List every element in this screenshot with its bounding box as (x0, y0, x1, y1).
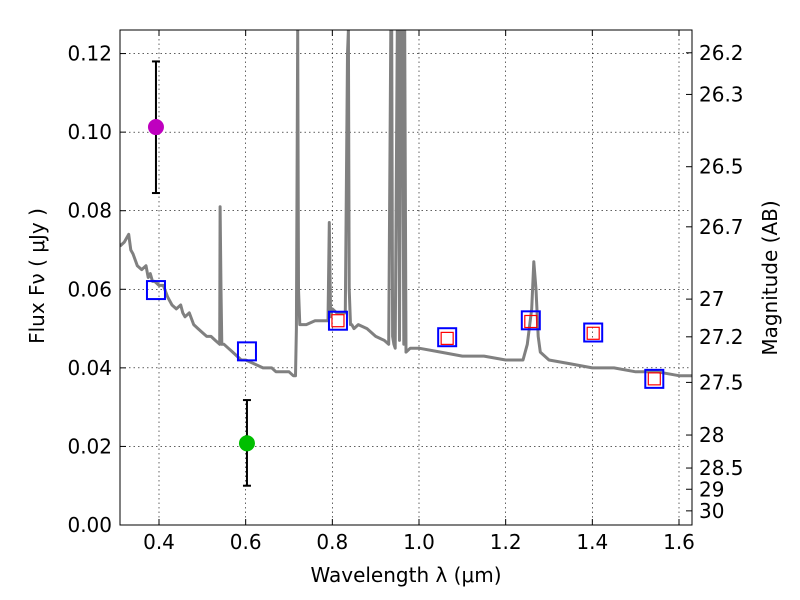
ticks-layer: 0.4 0.6 0.8 1.0 1.2 1.4 1.6 0.00 0.02 0.04 0.06 0.0… (67, 30, 744, 554)
red-square-point (524, 314, 538, 329)
model-sed-line (120, 30, 692, 378)
x-tick-label: 0.4 (143, 530, 175, 554)
x-tick-label: 1.0 (403, 530, 435, 554)
detection-point (238, 435, 255, 452)
mag-tick-label: 26.7 (699, 215, 744, 239)
blue-square-point (327, 310, 348, 331)
x-axis-label: Wavelength λ (μm) (310, 563, 501, 587)
mag-tick-label: 26.5 (699, 155, 744, 179)
red-square-point (331, 314, 345, 328)
y-axis-label: Flux Fν ( μJy ) (25, 208, 49, 344)
mag-tick-label: 28.5 (699, 456, 744, 480)
x-tick-label: 1.6 (663, 530, 695, 554)
x-tick-label: 1.4 (576, 530, 608, 554)
series-layer (120, 30, 692, 487)
blue-square-point (145, 280, 166, 301)
blue-square-point (520, 310, 541, 331)
red-square-point (647, 372, 661, 386)
y-tick-label: 0.02 (67, 434, 112, 458)
detection-point (147, 119, 164, 136)
x-tick-label: 0.6 (230, 530, 262, 554)
mag-tick-label: 27 (699, 287, 724, 311)
mag-tick-label: 30 (699, 499, 724, 523)
red-square-point (440, 331, 454, 345)
right-y-axis-label: Magnitude (AB) (758, 200, 782, 355)
mag-tick-label: 28 (699, 423, 724, 447)
y-tick-label: 0.06 (67, 277, 112, 301)
blue-square-point (644, 368, 665, 389)
mag-tick-label: 26.2 (699, 41, 744, 65)
plot-frame (119, 29, 693, 526)
mag-tick-label: 26.3 (699, 82, 744, 106)
blue-square-point (437, 327, 458, 348)
y-tick-label: 0.12 (67, 42, 112, 66)
mag-tick-label: 27.5 (699, 370, 744, 394)
y-tick-label: 0.00 (67, 513, 112, 537)
blue-square-point (236, 341, 257, 362)
axes-layer (119, 29, 693, 526)
grid-layer (120, 30, 692, 526)
x-tick-label: 1.2 (490, 530, 522, 554)
y-tick-label: 0.10 (67, 120, 112, 144)
x-tick-label: 0.8 (316, 530, 348, 554)
red-square-point (586, 326, 600, 340)
y-tick-label: 0.08 (67, 199, 112, 223)
y-tick-label: 0.04 (67, 356, 112, 380)
mag-tick-label: 27.2 (699, 325, 744, 349)
blue-square-point (583, 322, 604, 343)
mag-tick-label: 29 (699, 477, 724, 501)
